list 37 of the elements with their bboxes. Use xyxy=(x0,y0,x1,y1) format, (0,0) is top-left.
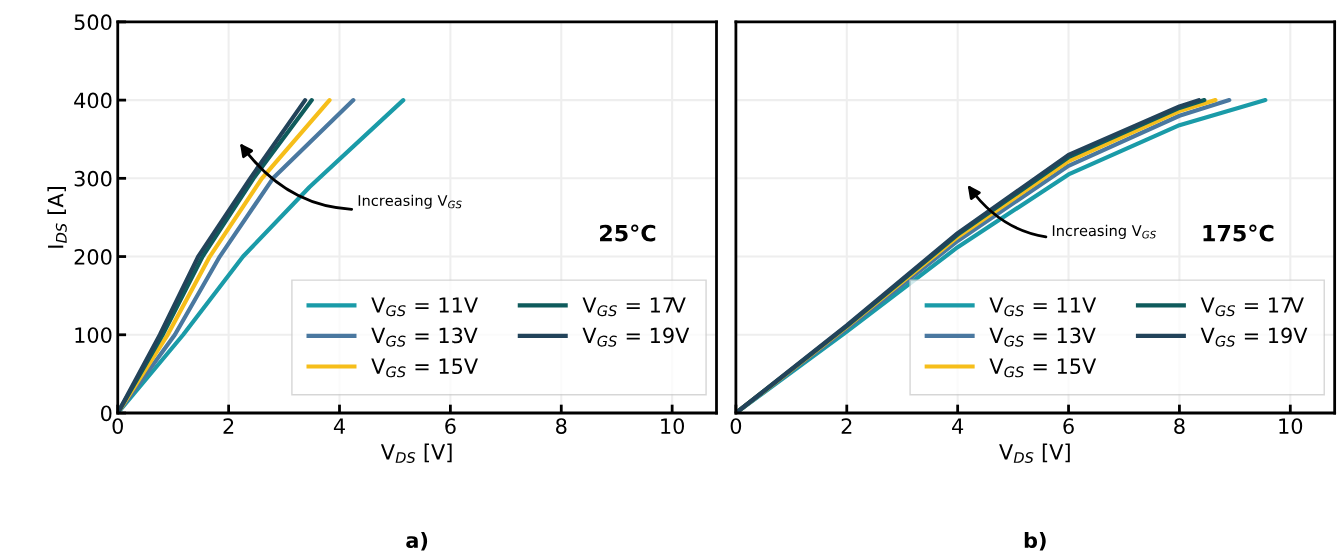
legend-label: V$_{GS}$ = 19V xyxy=(582,327,690,347)
annotation: 175°C xyxy=(1203,224,1274,242)
x-tick-label: 8 xyxy=(556,418,567,434)
text: a) xyxy=(406,532,428,551)
x-tick-label: 4 xyxy=(952,418,964,434)
x-tick-label: 6 xyxy=(1063,418,1074,434)
annotation: Increasing V$_{GS}$ xyxy=(358,194,462,209)
x-tick-label: 8 xyxy=(1174,418,1185,434)
x-tick-label: 2 xyxy=(223,418,234,434)
legend-label: V$_{GS}$ = 19V xyxy=(1200,327,1308,347)
y-axis-title: I$_{DS}$ [A] xyxy=(47,187,67,248)
legend-label: V$_{GS}$ = 15V xyxy=(371,358,478,378)
x-tick-label: 4 xyxy=(333,418,345,434)
y-tick-label: 100 xyxy=(75,327,112,343)
annotation: Increasing V$_{GS}$ xyxy=(1052,224,1156,239)
legend-label: V$_{GS}$ = 17V xyxy=(1200,297,1304,317)
x-tick-label: 10 xyxy=(661,418,685,434)
y-tick-label: 400 xyxy=(74,92,112,109)
y-tick-label: 200 xyxy=(74,249,112,265)
x-tick-label: 6 xyxy=(445,418,456,434)
annotation: 25°C xyxy=(600,224,656,242)
x-axis-title: V$_{DS}$ [V] xyxy=(999,443,1070,464)
x-axis-title: V$_{DS}$ [V] xyxy=(380,443,452,464)
legend-label: V$_{GS}$ = 11V xyxy=(371,297,478,317)
legend-label: V$_{GS}$ = 17V xyxy=(582,297,686,317)
legend-label: V$_{GS}$ = 13V xyxy=(371,327,478,347)
x-tick-label: 10 xyxy=(1279,418,1303,434)
x-tick-label: 0 xyxy=(112,418,123,434)
legend-label: V$_{GS}$ = 13V xyxy=(989,327,1096,347)
y-tick-label: 0 xyxy=(101,405,112,422)
y-tick-label: 300 xyxy=(74,170,112,187)
text: b) xyxy=(1024,532,1046,551)
legend-label: V$_{GS}$ = 15V xyxy=(989,358,1097,378)
legend-label: V$_{GS}$ = 11V xyxy=(989,297,1097,317)
x-tick-label: 0 xyxy=(730,418,742,434)
y-tick-label: 500 xyxy=(74,14,112,31)
x-tick-label: 2 xyxy=(841,418,852,434)
